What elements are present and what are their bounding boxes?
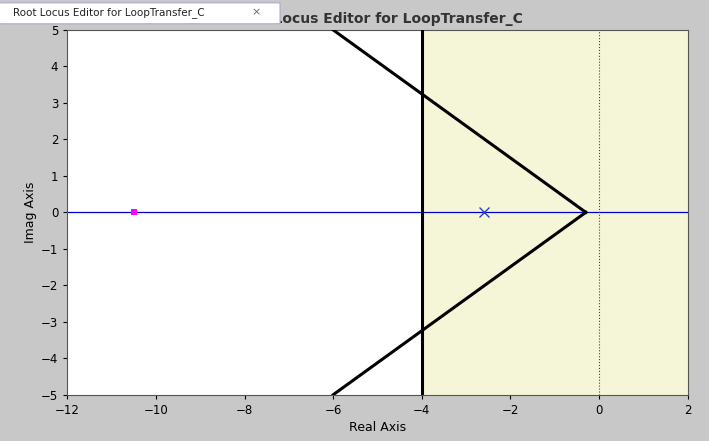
Bar <box>422 30 688 395</box>
Y-axis label: Imag Axis: Imag Axis <box>24 182 37 243</box>
FancyBboxPatch shape <box>0 3 280 24</box>
X-axis label: Real Axis: Real Axis <box>349 421 406 434</box>
Text: ×: × <box>252 7 261 17</box>
Text: Root Locus Editor for LoopTransfer_C: Root Locus Editor for LoopTransfer_C <box>13 7 204 18</box>
Title: Root Locus Editor for LoopTransfer_C: Root Locus Editor for LoopTransfer_C <box>232 12 523 26</box>
